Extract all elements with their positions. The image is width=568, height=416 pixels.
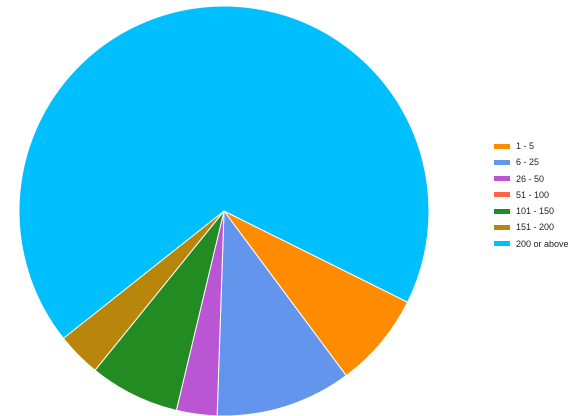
legend: 1 - 5 6 - 25 26 - 50 51 - 100 101 - 150 …	[494, 140, 568, 250]
legend-label: 101 - 150	[516, 206, 555, 217]
legend-label: 151 - 200	[516, 222, 555, 233]
legend-swatch	[494, 224, 510, 230]
legend-item: 1 - 5	[494, 140, 568, 152]
legend-swatch	[494, 192, 510, 198]
legend-item: 6 - 25	[494, 156, 568, 168]
legend-swatch	[494, 143, 510, 149]
legend-item: 101 - 150	[494, 205, 568, 217]
pie-slice	[223, 210, 409, 377]
legend-label: 51 - 100	[516, 189, 550, 200]
legend-label: 6 - 25	[516, 157, 540, 168]
legend-label: 1 - 5	[516, 141, 535, 151]
legend-item: 151 - 200	[494, 221, 568, 233]
legend-item: 26 - 50	[494, 173, 568, 185]
pie-slice	[18, 5, 430, 340]
legend-swatch	[494, 176, 510, 182]
legend-swatch	[494, 208, 510, 214]
legend-swatch	[494, 159, 510, 165]
legend-label: 26 - 50	[516, 173, 545, 184]
legend-label: 200 or above	[516, 238, 568, 249]
legend-swatch	[494, 241, 510, 247]
legend-item: 51 - 100	[494, 189, 568, 201]
legend-item: 200 or above	[494, 238, 568, 250]
